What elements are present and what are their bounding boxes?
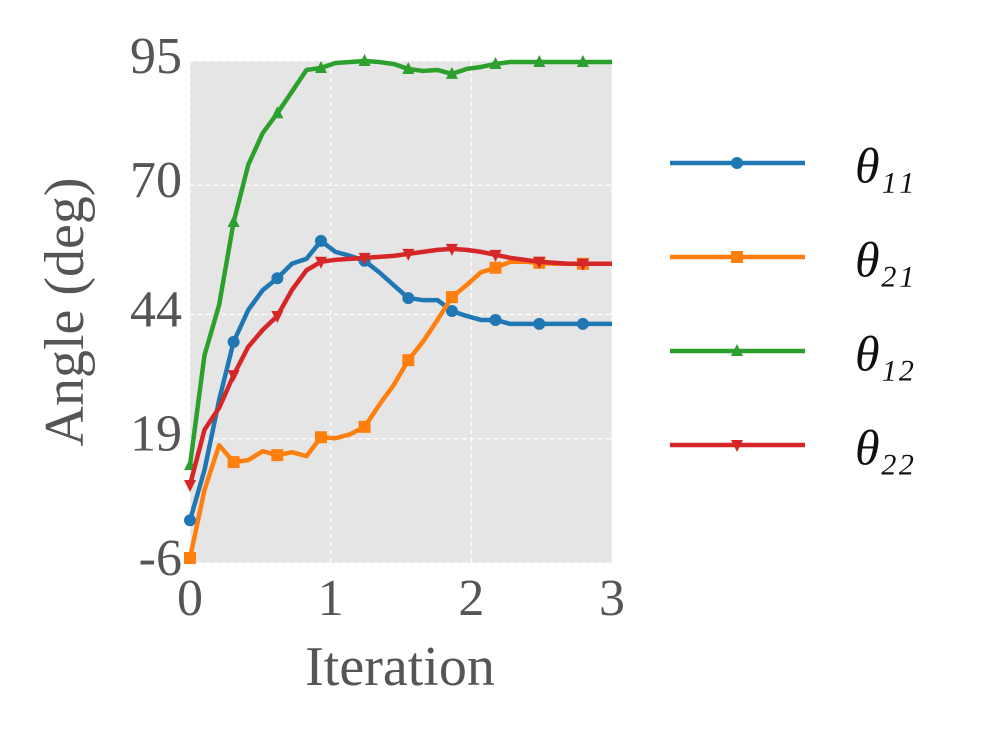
- y-tick-label: 19: [130, 406, 182, 463]
- marker: [271, 106, 284, 119]
- marker: [358, 252, 371, 265]
- plot-area: [190, 61, 612, 563]
- marker: [731, 251, 743, 263]
- marker: [533, 317, 546, 330]
- legend-label: θ₁₂: [855, 325, 914, 381]
- marker: [731, 157, 743, 169]
- marker: [227, 335, 240, 348]
- marker: [402, 61, 415, 74]
- marker: [184, 514, 196, 527]
- marker: [314, 256, 327, 269]
- marker: [731, 440, 743, 452]
- marker: [358, 420, 371, 433]
- y-axis-label: Angle (deg): [34, 177, 96, 446]
- marker: [184, 552, 196, 565]
- marker: [271, 449, 284, 462]
- marker: [489, 56, 502, 69]
- legend-label: θ₁₁: [855, 137, 914, 193]
- y-tick-label: 95: [130, 28, 182, 85]
- marker: [271, 310, 284, 323]
- marker: [402, 248, 415, 261]
- y-tick-label: -6: [139, 530, 182, 587]
- y-tick-label: 44: [130, 281, 182, 338]
- marker: [489, 261, 502, 274]
- y-tick-label: 70: [130, 152, 182, 209]
- x-tick-label: 2: [458, 570, 484, 627]
- marker: [489, 249, 502, 262]
- marker: [402, 292, 415, 305]
- marker: [314, 60, 327, 73]
- x-tick-label: 3: [599, 570, 625, 627]
- marker: [576, 54, 589, 67]
- legend-label: θ₂₁: [855, 231, 914, 287]
- marker: [576, 258, 589, 271]
- x-tick-label: 1: [318, 570, 344, 627]
- marker: [445, 66, 458, 79]
- marker: [314, 234, 327, 247]
- marker: [227, 215, 240, 228]
- marker: [445, 305, 458, 318]
- marker: [402, 354, 415, 367]
- marker: [184, 479, 196, 492]
- x-axis-label: Iteration: [305, 636, 495, 698]
- marker: [358, 54, 371, 66]
- x-tick-label: 0: [177, 570, 203, 627]
- marker: [227, 456, 240, 469]
- legend-label: θ₂₂: [855, 419, 914, 475]
- marker: [271, 272, 284, 285]
- marker: [533, 54, 546, 67]
- marker: [314, 431, 327, 444]
- marker: [445, 291, 458, 304]
- marker: [731, 344, 743, 356]
- marker: [489, 313, 502, 326]
- marker: [576, 317, 589, 330]
- marker: [533, 256, 546, 269]
- marker: [227, 370, 240, 383]
- marker: [445, 243, 458, 256]
